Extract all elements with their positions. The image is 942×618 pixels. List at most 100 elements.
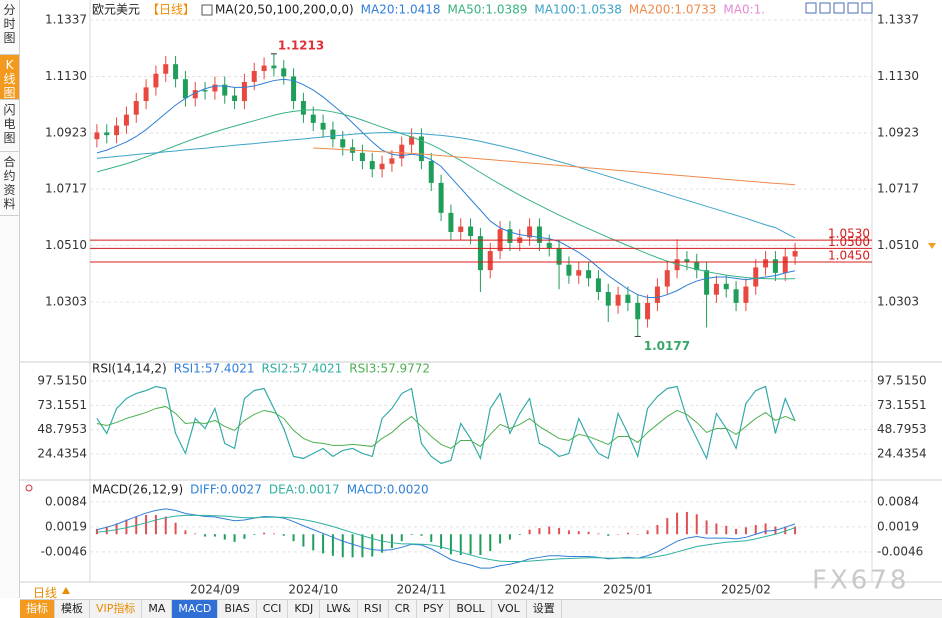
period-arrow[interactable]	[62, 587, 70, 594]
indicator-toolbar: 指标 模板 VIP指标 MA MACD BIAS CCI KDJ LW& RSI CR PSY BOLL…	[20, 599, 942, 618]
icon[interactable]	[833, 2, 845, 14]
candle-body	[330, 129, 336, 140]
settings-icon[interactable]	[25, 484, 33, 492]
candle-body	[300, 101, 306, 115]
indicator-line	[313, 147, 796, 186]
candle-body	[222, 84, 228, 96]
macd-bar	[282, 534, 285, 536]
sidebar-tab[interactable]: K线图	[0, 55, 19, 100]
candle-body	[792, 251, 798, 257]
candle-body	[694, 261, 700, 271]
candle-body	[182, 79, 188, 99]
macd-bar	[95, 528, 98, 535]
candle-body	[212, 84, 218, 92]
panel-title: 欧元美元	[92, 3, 140, 17]
sidebar-tab[interactable]: 分时图	[0, 0, 19, 55]
x-tick-label: 2024/09	[190, 583, 240, 597]
toolbar-tab[interactable]: MA	[142, 600, 173, 618]
toolbar-tab[interactable]: CCI	[257, 600, 289, 618]
candle-body	[546, 242, 552, 249]
sidebar-tab[interactable]: 闪电图	[0, 100, 19, 152]
indicator-label: MA(20,50,100,200,0,0)	[215, 3, 354, 17]
legend-entry: RSI1:57.4021	[174, 362, 255, 376]
macd-bar	[302, 534, 305, 547]
legend-entry: DIFF:0.0027	[190, 483, 262, 497]
candle-body	[566, 264, 572, 276]
macd-bar	[115, 523, 118, 535]
macd-bar	[272, 533, 275, 535]
indicator-icon	[201, 4, 213, 16]
macd-bar	[499, 534, 502, 544]
sidebar-tab[interactable]: 合约资料	[0, 152, 19, 216]
toolbar-tab[interactable]: 设置	[527, 600, 562, 618]
candle-body	[586, 270, 592, 279]
candle-body	[310, 114, 316, 123]
macd-bar	[735, 528, 738, 535]
toolbar-tab[interactable]: VOL	[492, 600, 527, 618]
macd-bar	[567, 530, 570, 535]
toolbar-tab[interactable]: BIAS	[218, 600, 257, 618]
y-tick-label-right: 1.0923	[877, 125, 919, 139]
candle-body	[379, 163, 385, 170]
price-level-label: 1.0530	[828, 227, 870, 241]
candle-body	[684, 259, 690, 262]
macd-bar	[656, 525, 659, 535]
candle-body	[389, 158, 395, 164]
legend-entry: MA50:1.0389	[448, 3, 528, 17]
macd-bar	[518, 534, 521, 535]
toolbar-tab[interactable]: 模板	[55, 600, 90, 618]
macd-bar	[341, 534, 344, 558]
candle-body	[232, 95, 238, 102]
indicator-line	[96, 405, 796, 450]
icon[interactable]	[847, 2, 859, 14]
toolbar-tab[interactable]: LW&	[320, 600, 358, 618]
macd-bar	[715, 523, 718, 535]
icon[interactable]	[861, 2, 873, 14]
candle-body	[340, 139, 346, 148]
macd-bar	[617, 534, 620, 535]
y-tick-label: 1.0923	[45, 125, 87, 139]
candle-body	[428, 161, 434, 183]
macd-bar	[597, 533, 600, 535]
y-tick-label: 24.4354	[37, 446, 87, 460]
macd-bar	[204, 534, 207, 537]
y-tick-label-right: 1.0717	[877, 182, 919, 196]
y-tick-label: 1.0717	[45, 182, 87, 196]
macd-bar	[194, 533, 197, 535]
macd-bar	[263, 532, 266, 535]
candle-body	[448, 212, 454, 232]
candle-body	[743, 286, 749, 303]
icon[interactable]	[805, 2, 817, 14]
macd-bar	[538, 528, 541, 535]
toolbar-tab[interactable]: CR	[389, 600, 418, 618]
icon[interactable]	[819, 2, 831, 14]
toolbar-tab[interactable]: VIP指标	[90, 600, 143, 618]
macd-bar	[322, 534, 325, 554]
indicator-line	[96, 78, 796, 298]
toolbar-tab[interactable]: RSI	[358, 600, 389, 618]
macd-bar	[390, 534, 393, 549]
macd-bar	[764, 523, 767, 535]
candle-body	[261, 65, 267, 72]
indicator-line	[96, 109, 796, 280]
macd-bar	[636, 534, 639, 535]
toolbar-tab[interactable]: 指标	[20, 600, 55, 618]
macd-bar	[784, 526, 787, 535]
candle-body	[418, 136, 424, 162]
legend-entry: MA20:1.0418	[361, 3, 441, 17]
toolbar-tab[interactable]: BOLL	[450, 600, 492, 618]
candle-body	[625, 294, 631, 303]
candle-body	[399, 144, 405, 159]
candle-body	[94, 132, 100, 140]
y-tick-label-right: 1.0303	[877, 295, 919, 309]
toolbar-tab[interactable]: MACD	[172, 600, 219, 618]
macd-bar	[479, 534, 482, 555]
toolbar-tab[interactable]: PSY	[417, 600, 451, 618]
toolbar-tab[interactable]: KDJ	[288, 600, 321, 618]
period-selector[interactable]: 日线	[33, 586, 58, 600]
candle-body	[507, 229, 513, 243]
candle-body	[173, 64, 179, 80]
candle-body	[733, 289, 739, 303]
candle-body	[359, 152, 365, 162]
